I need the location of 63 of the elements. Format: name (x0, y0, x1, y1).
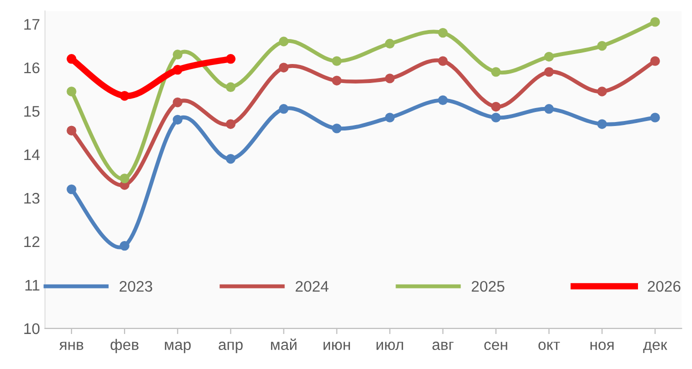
point (172, 114, 182, 125)
point (491, 67, 501, 77)
point (278, 62, 289, 72)
point (332, 76, 342, 86)
x-tick-label: авг (432, 342, 454, 350)
legend-label: 2026 (648, 280, 680, 292)
point (650, 112, 660, 122)
point (226, 82, 236, 92)
point (226, 54, 236, 64)
point (438, 28, 448, 38)
point (544, 52, 554, 62)
point (544, 67, 554, 77)
point (120, 240, 130, 251)
legend-label: 2025 (472, 280, 504, 292)
x-tick-label: янв (59, 342, 84, 350)
point (650, 17, 660, 27)
x-tick-label: сен (484, 342, 508, 350)
x-tick-label: ноя (590, 342, 614, 350)
y-tick-label: 11 (25, 280, 40, 290)
point (544, 104, 554, 114)
point (120, 90, 130, 101)
x-tick-label: апр (218, 342, 243, 354)
x-tick-label: окт (538, 342, 560, 350)
legend-label: 2024 (296, 280, 328, 292)
point (120, 174, 130, 184)
point (332, 56, 342, 66)
point (172, 64, 182, 75)
point (438, 95, 448, 106)
x-tick-label: июл (376, 342, 404, 350)
y-tick-label: 10 (24, 323, 40, 334)
x-tick-label: май (271, 338, 296, 350)
point (172, 50, 182, 60)
point (597, 86, 607, 96)
point (384, 38, 395, 49)
point (172, 98, 182, 108)
point (66, 86, 76, 96)
x-tick-label: дек (643, 342, 668, 353)
y-tick-label: 13 (24, 192, 40, 204)
legend-label: 2023 (120, 280, 152, 292)
y-tick-label: 12 (24, 236, 40, 248)
point (384, 74, 395, 84)
point (226, 119, 236, 129)
point (66, 184, 76, 194)
point (650, 56, 660, 66)
point (597, 119, 607, 129)
point (332, 124, 342, 134)
point (491, 102, 501, 112)
point (66, 54, 76, 64)
point (491, 112, 501, 122)
y-tick-label: 16 (24, 62, 40, 74)
point (278, 36, 289, 46)
point (226, 154, 236, 164)
x-tick-label: мар (164, 342, 191, 354)
point (438, 56, 448, 66)
y-tick-label: 17 (24, 19, 40, 30)
x-tick-label: фев (110, 338, 138, 354)
point (66, 126, 76, 136)
y-tick-label: 14 (24, 150, 40, 160)
point (384, 112, 395, 122)
x-tick-label: июн (324, 342, 350, 350)
y-tick-label: 15 (24, 106, 40, 117)
point (597, 40, 607, 51)
point (278, 104, 289, 114)
